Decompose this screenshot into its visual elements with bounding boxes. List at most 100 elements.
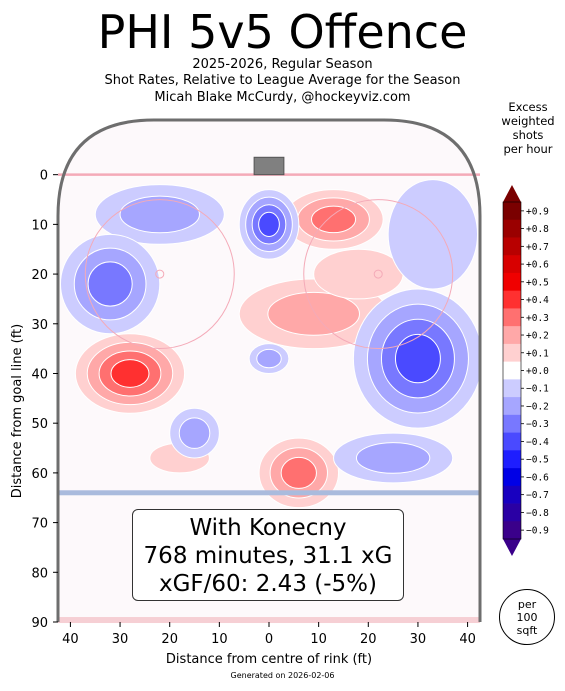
colorbar-swatch [503, 219, 521, 238]
per-area-badge: per 100 sqft [499, 589, 555, 645]
colorbar-extend-min [503, 539, 521, 556]
colorbar-label: −0.6 [526, 472, 549, 483]
per-badge-line: 100 [516, 611, 538, 624]
x-tick-label: 30 [410, 632, 427, 647]
colorbar-swatch [503, 290, 521, 309]
colorbar-label: −0.9 [526, 526, 549, 537]
colorbar-label: −0.8 [526, 508, 549, 519]
colorbar-swatch [503, 485, 521, 504]
generated-date: Generated on 2026-02-06 [230, 671, 335, 680]
per-badge-line: sqft [516, 624, 538, 637]
faceoff-circle [84, 199, 235, 350]
colorbar-swatch [503, 468, 521, 487]
subtitle-author: Micah Blake McCurdy, @hockeyviz.com [154, 90, 411, 105]
colorbar-extend-max [503, 185, 521, 202]
y-tick-label: 50 [31, 417, 48, 432]
heatmap-contour [394, 333, 441, 384]
subtitle-description: Shot Rates, Relative to League Average f… [104, 73, 461, 88]
colorbar-swatch [503, 202, 521, 221]
heatmap-contour [267, 291, 361, 336]
colorbar-label: +0.6 [526, 260, 549, 271]
player-annotation-box: With Konecny 768 minutes, 31.1 xG xGF/60… [132, 509, 404, 601]
x-tick-label: 30 [112, 632, 129, 647]
colorbar-title-line: weighted [501, 114, 555, 128]
faceoff-dot [373, 269, 383, 279]
heatmap-regions [59, 179, 480, 509]
y-tick-label: 90 [31, 616, 48, 631]
y-tick-label: 60 [31, 467, 48, 482]
colorbar-swatch [503, 379, 521, 398]
rink-boards [56, 118, 482, 622]
goal-net [253, 156, 285, 176]
colorbar-label: −0.4 [526, 437, 549, 448]
heatmap-contour [87, 261, 133, 307]
colorbar-label: +0.9 [526, 206, 549, 217]
heatmap-contour [355, 442, 431, 474]
colorbar-title-line: per hour [503, 142, 553, 156]
colorbar-label: +0.2 [526, 331, 549, 342]
heatmap-contour [256, 348, 282, 369]
colorbar-title-line: Excess [508, 100, 548, 114]
heatmap-contour [313, 248, 404, 300]
colorbar-swatch [503, 308, 521, 327]
colorbar-title: Excess weighted shots per hour [492, 100, 564, 156]
colorbar-label: +0.4 [526, 295, 549, 306]
heatmap-contour [110, 359, 150, 388]
heatmap-contour [119, 195, 200, 234]
colorbar-swatch [503, 255, 521, 274]
colorbar-label: +0.5 [526, 277, 549, 288]
heatmap-contour [310, 205, 357, 234]
colorbar-swatch [503, 521, 521, 540]
colorbar-label: −0.5 [526, 455, 549, 466]
centre-line [58, 617, 480, 624]
y-tick-label: 40 [31, 367, 48, 382]
colorbar-swatch [503, 397, 521, 416]
y-tick-label: 10 [31, 218, 48, 233]
colorbar-label: +0.7 [526, 242, 549, 253]
x-axis-label: Distance from centre of rink (ft) [166, 652, 372, 667]
colorbar-title-line: shots [512, 128, 544, 142]
x-tick-label: 0 [265, 632, 273, 647]
colorbar-swatch [503, 450, 521, 469]
colorbar-swatch [503, 432, 521, 451]
subtitle-season: 2025-2026, Regular Season [192, 57, 373, 72]
colorbar-swatch [503, 503, 521, 522]
annotation-xgf: xGF/60: 2.43 (-5%) [159, 571, 377, 597]
heatmap-contour [387, 179, 479, 290]
y-tick-label: 70 [31, 517, 48, 532]
colorbar-label: +0.3 [526, 313, 549, 324]
per-badge-line: per [517, 598, 537, 611]
chart-title: PHI 5v5 Offence [97, 5, 468, 59]
y-tick-label: 20 [31, 268, 48, 283]
colorbar-label: +0.0 [526, 366, 549, 377]
colorbar-swatch [503, 326, 521, 345]
colorbar-label: −0.7 [526, 490, 549, 501]
annotation-player: With Konecny [189, 515, 347, 541]
y-axis-label: Distance from goal line (ft) [10, 324, 25, 498]
colorbar-swatch [503, 272, 521, 291]
x-tick-label: 20 [360, 632, 377, 647]
y-tick-label: 0 [40, 169, 48, 184]
faceoff-dot [155, 269, 165, 279]
x-tick-label: 10 [211, 632, 228, 647]
colorbar-swatch [503, 361, 521, 380]
x-tick-label: 10 [310, 632, 327, 647]
colorbar-label: +0.1 [526, 348, 549, 359]
colorbar-label: −0.1 [526, 384, 549, 395]
x-tick-label: 40 [62, 632, 79, 647]
x-tick-label: 20 [161, 632, 178, 647]
heatmap-contour [258, 211, 280, 237]
y-tick-label: 30 [31, 318, 48, 333]
annotation-minutes: 768 minutes, 31.1 xG [143, 543, 393, 569]
heatmap-contour [178, 417, 211, 449]
blue-line [58, 490, 480, 496]
colorbar-swatch [503, 237, 521, 256]
colorbar-frame [502, 201, 522, 540]
colorbar-label: −0.2 [526, 401, 549, 412]
colorbar-label: +0.8 [526, 224, 549, 235]
y-tick-label: 80 [31, 566, 48, 581]
colorbar-swatch [503, 343, 521, 362]
x-tick-label: 40 [459, 632, 476, 647]
heatmap-contour [280, 456, 317, 489]
